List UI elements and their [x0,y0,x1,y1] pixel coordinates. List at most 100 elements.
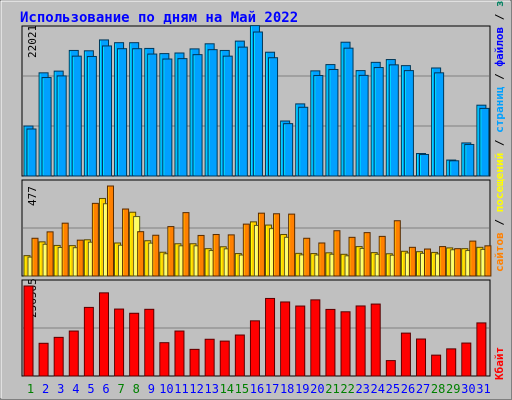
legend-part-1: / [493,212,506,232]
bar-hits-файлов-9 [147,53,158,177]
legend-part-5: / [493,67,506,87]
bar-hits-файлов-30 [464,143,475,177]
legend-part-4: страниц [493,86,506,133]
bar-hits-файлов-10 [162,58,173,177]
bar-kbytes-Кбайт-27 [416,338,427,377]
bar-hits-файлов-5 [86,55,97,177]
bar-hits-файлов-19 [298,106,309,177]
x-tick-20: 20 [310,382,324,396]
bar-hits-файлов-23 [358,74,369,177]
x-tick-labels: 1 2 3 4 5 6 7 8 9 10 11 12 13 14 15 16 17 18 19 20 21 22 23 24 2… [27,382,491,396]
bar-kbytes-Кбайт-11 [174,330,185,377]
legend-part-6: файлов [493,27,506,67]
bar-visits-сайтов-2 [46,231,54,277]
bar-visits-сайтов-29 [454,248,462,277]
bar-kbytes-Кбайт-3 [53,336,64,377]
x-tick-6: 6 [102,382,109,396]
chart-title: Использование по дням на Май 2022 [20,10,298,26]
bar-hits-файлов-13 [207,49,218,177]
bar-visits-сайтов-3 [61,222,69,277]
bar-visits-сайтов-7 [122,208,130,277]
visits-bars [23,185,492,277]
bar-kbytes-Кбайт-2 [38,342,49,377]
bar-kbytes-Кбайт-21 [325,308,336,377]
bar-visits-сайтов-22 [348,236,356,277]
bar-kbytes-Кбайт-8 [129,312,140,377]
bar-kbytes-Кбайт-10 [159,342,170,377]
bar-hits-файлов-26 [403,70,414,177]
bar-visits-сайтов-13 [212,233,220,277]
x-tick-5: 5 [87,382,94,396]
bar-hits-файлов-15 [237,46,248,177]
bar-visits-сайтов-23 [363,232,371,277]
x-tick-14: 14 [220,382,234,396]
bar-kbytes-Кбайт-7 [114,308,125,377]
bar-kbytes-Кбайт-5 [83,306,94,377]
bar-kbytes-Кбайт-22 [340,311,351,377]
x-tick-19: 19 [295,382,309,396]
bar-hits-файлов-14 [222,55,233,177]
bar-kbytes-Кбайт-12 [189,348,200,377]
legend: сайтов / посещений / страниц / файлов / … [493,0,506,272]
bar-kbytes-Кбайт-20 [310,299,321,377]
bar-visits-сайтов-14 [227,234,235,277]
bar-hits-файлов-1 [26,128,37,177]
bar-kbytes-Кбайт-9 [144,308,155,377]
bar-hits-файлов-7 [117,48,128,177]
x-tick-29: 29 [446,382,460,396]
bar-visits-сайтов-6 [106,185,114,277]
hits-bars [23,25,490,177]
bar-visits-сайтов-18 [288,213,296,277]
bar-visits-сайтов-5 [91,202,99,277]
bar-hits-файлов-8 [132,48,143,177]
bar-hits-файлов-22 [343,47,354,177]
bar-kbytes-Кбайт-28 [431,354,442,377]
x-tick-11: 11 [174,382,188,396]
legend-kbytes: Кбайт [493,347,506,380]
x-tick-2: 2 [42,382,49,396]
bar-hits-файлов-17 [268,57,279,177]
bar-kbytes-Кбайт-15 [234,334,245,377]
bar-visits-сайтов-21 [333,230,341,277]
x-tick-23: 23 [355,382,369,396]
legend-part-2: посещений [493,153,506,213]
bar-hits-файлов-24 [373,67,384,177]
x-tick-22: 22 [340,382,354,396]
bar-visits-сайтов-15 [242,223,250,277]
bar-hits-файлов-29 [449,160,460,177]
visits-ymax-label: 477 [26,186,39,206]
bar-visits-сайтов-16 [257,212,265,277]
bar-hits-файлов-27 [419,153,430,177]
bar-visits-сайтов-26 [408,246,416,277]
bar-visits-сайтов-31 [484,245,492,277]
x-tick-27: 27 [416,382,430,396]
bar-kbytes-Кбайт-25 [385,360,396,377]
bar-visits-сайтов-28 [439,246,447,277]
bar-visits-сайтов-27 [424,248,432,277]
bar-hits-файлов-28 [434,72,445,177]
bar-kbytes-Кбайт-29 [446,348,457,377]
bar-visits-сайтов-11 [182,212,190,277]
x-tick-3: 3 [57,382,64,396]
x-tick-25: 25 [386,382,400,396]
x-tick-4: 4 [72,382,79,396]
x-tick-26: 26 [401,382,415,396]
x-tick-16: 16 [250,382,264,396]
bar-kbytes-Кбайт-18 [280,301,291,377]
bar-visits-сайтов-9 [152,234,160,277]
bar-visits-сайтов-8 [137,231,145,277]
x-tick-10: 10 [159,382,173,396]
x-tick-8: 8 [133,382,140,396]
bar-visits-сайтов-1 [31,237,39,277]
x-tick-21: 21 [325,382,339,396]
legend-part-8: запросов [493,0,506,7]
x-tick-9: 9 [148,382,155,396]
bar-kbytes-Кбайт-14 [219,340,230,377]
bar-kbytes-Кбайт-30 [461,342,472,377]
bar-hits-файлов-16 [252,31,263,177]
bar-kbytes-Кбайт-1 [23,285,34,377]
x-tick-15: 15 [235,382,249,396]
bar-hits-файлов-31 [479,107,490,177]
bar-visits-сайтов-4 [76,239,84,277]
x-tick-7: 7 [118,382,125,396]
